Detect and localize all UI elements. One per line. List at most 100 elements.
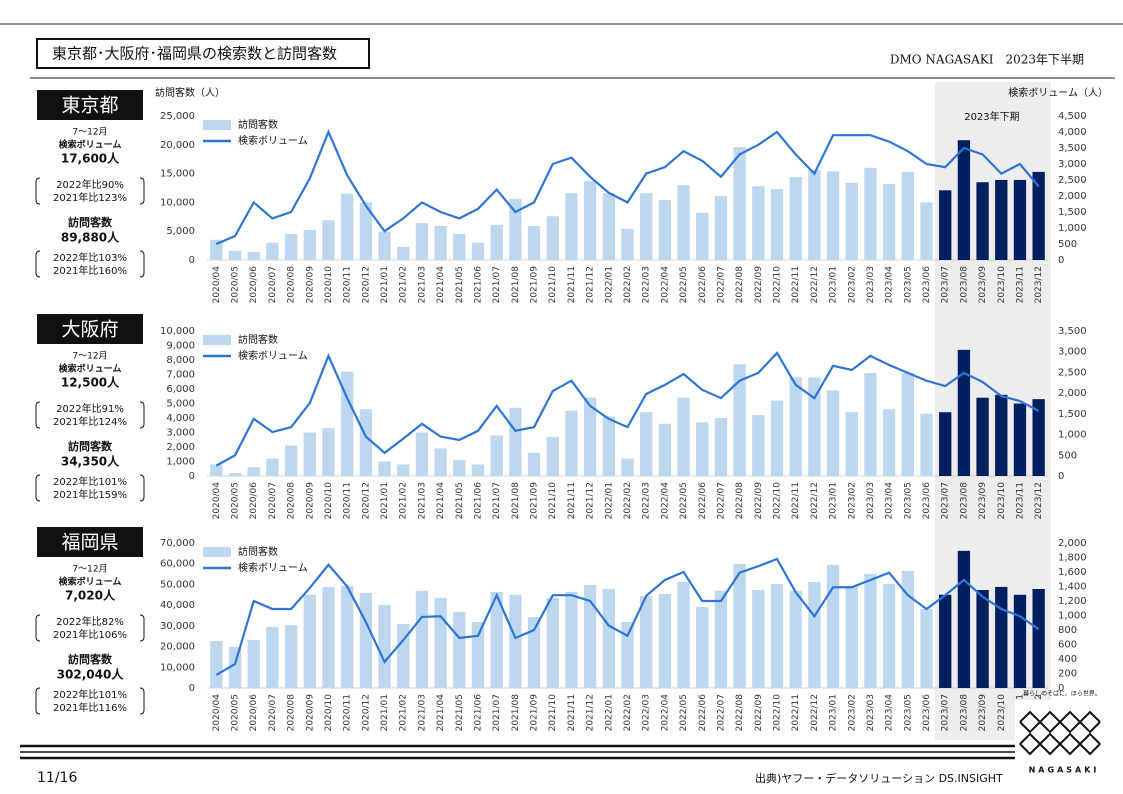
bar	[845, 182, 858, 260]
y-tick-label: 15,000	[160, 169, 195, 180]
bracket	[35, 177, 145, 205]
y-tick-label: 3,000	[166, 428, 195, 439]
bar	[434, 226, 447, 260]
period: 7～12月	[72, 564, 107, 575]
bar	[845, 412, 858, 476]
visit-total: 89,880人	[61, 230, 120, 245]
bar	[621, 458, 634, 476]
bar	[415, 223, 429, 260]
x-tick-label: 2023/07	[941, 482, 951, 519]
comparison: 2021年比106%	[53, 628, 127, 641]
bar	[509, 407, 522, 476]
x-tick-label: 2022/09	[754, 266, 764, 304]
page-number: 11/16	[37, 770, 77, 786]
bracket	[35, 614, 145, 642]
x-tick-label: 2020/05	[231, 266, 241, 303]
x-tick-label: 2020/09	[305, 482, 315, 520]
bar	[733, 563, 746, 688]
y-tick-label: 20,000	[160, 140, 195, 151]
x-tick-label: 2020/05	[231, 694, 241, 731]
x-tick-label: 2023/04	[885, 482, 895, 520]
bar	[658, 423, 672, 476]
logo: 暮らしのそばに、ほら世界。 NAGASAKI	[1015, 690, 1115, 780]
y-axis-title: 訪問客数（人）	[155, 86, 225, 99]
y2-tick-label: 1,800	[1058, 553, 1087, 564]
x-tick-label: 2020/08	[287, 266, 297, 304]
bar	[228, 473, 242, 476]
y2-tick-label: 500	[1058, 450, 1077, 461]
source: 出典)ヤフー・データソリューション DS.INSIGHT	[755, 771, 1003, 785]
x-tick-label: 2020/10	[324, 482, 334, 520]
chart: 0 1,000 2,000 3,000 4,000 5,000 6,000 7,000 8,00…	[160, 315, 1087, 527]
bar	[770, 189, 784, 260]
highlight-label: 2023年下期	[964, 110, 1019, 123]
period: 7～12月	[72, 351, 107, 362]
bar	[266, 626, 279, 688]
x-tick-label: 2022/12	[810, 266, 820, 303]
legend-label: 訪問客数	[238, 333, 278, 346]
chart: 0 10,000 20,000 30,000 40,000 50,000 60,000 70,…	[160, 527, 1087, 740]
x-tick-label: 2021/10	[548, 266, 558, 304]
x-tick-label: 2023/10	[997, 694, 1007, 732]
x-tick-label: 2022/05	[679, 694, 689, 731]
x-tick-label: 2021/09	[530, 266, 540, 304]
search-label: 検索ボリューム	[59, 139, 122, 151]
bar	[752, 590, 765, 688]
x-tick-label: 2021/06	[473, 694, 483, 732]
x-tick-label: 2022/03	[642, 482, 652, 519]
y-tick-label: 1,000	[166, 457, 195, 468]
bar	[995, 586, 1008, 688]
x-tick-label: 2021/12	[586, 266, 596, 303]
x-tick-label: 2021/07	[492, 694, 502, 731]
bar	[789, 590, 802, 688]
bar	[565, 410, 578, 476]
y2-tick-label: 0	[1058, 683, 1064, 694]
y2-tick-label: 3,500	[1058, 143, 1087, 154]
bar	[434, 448, 447, 476]
bar	[826, 390, 840, 476]
x-tick-label: 2023/03	[866, 266, 876, 303]
x-tick-label: 2020/08	[287, 482, 297, 520]
bar	[602, 416, 615, 476]
x-tick-label: 2021/01	[380, 482, 390, 519]
comparison: 2021年比160%	[53, 264, 127, 277]
bar	[322, 586, 335, 688]
x-tick-label: 2020/11	[343, 694, 353, 731]
x-tick-label: 2023/05	[903, 482, 913, 519]
search-total: 12,500人	[61, 375, 120, 390]
legend-label: 検索ボリューム	[238, 134, 308, 147]
x-tick-label: 2022/09	[754, 482, 764, 520]
y2-tick-label: 500	[1058, 239, 1077, 250]
bar	[453, 234, 466, 260]
x-tick-label: 2022/05	[679, 482, 689, 519]
x-tick-label: 2022/06	[698, 266, 708, 304]
y2-tick-label: 1,500	[1058, 207, 1087, 218]
x-tick-label: 2021/12	[586, 694, 596, 731]
y-tick-label: 60,000	[160, 559, 195, 570]
line-series	[215, 129, 1040, 246]
region-box	[37, 90, 143, 120]
x-tick-label: 2023/10	[997, 266, 1007, 304]
bar	[546, 216, 559, 260]
y2-tick-label: 0	[1058, 255, 1064, 266]
bar	[266, 242, 279, 260]
bar	[770, 400, 784, 476]
search-label: 検索ボリューム	[59, 576, 122, 588]
x-tick-label: 2023/06	[922, 482, 932, 520]
comparison: 2022年比103%	[53, 251, 127, 264]
y-tick-label: 25,000	[160, 111, 195, 122]
x-tick-label: 2023/07	[941, 266, 951, 303]
x-tick-label: 2021/04	[436, 266, 446, 304]
y-tick-label: 10,000	[160, 197, 195, 208]
bar	[453, 611, 466, 688]
y2-tick-label: 200	[1058, 669, 1077, 680]
logo-tagline: 暮らしのそばに、ほら世界。	[1023, 690, 1101, 698]
bar	[1013, 594, 1027, 688]
x-tick-label: 2023/08	[959, 694, 969, 732]
x-tick-label: 2021/10	[548, 482, 558, 520]
bar	[957, 550, 971, 688]
bar	[621, 228, 634, 260]
search-total: 17,600人	[61, 151, 120, 166]
